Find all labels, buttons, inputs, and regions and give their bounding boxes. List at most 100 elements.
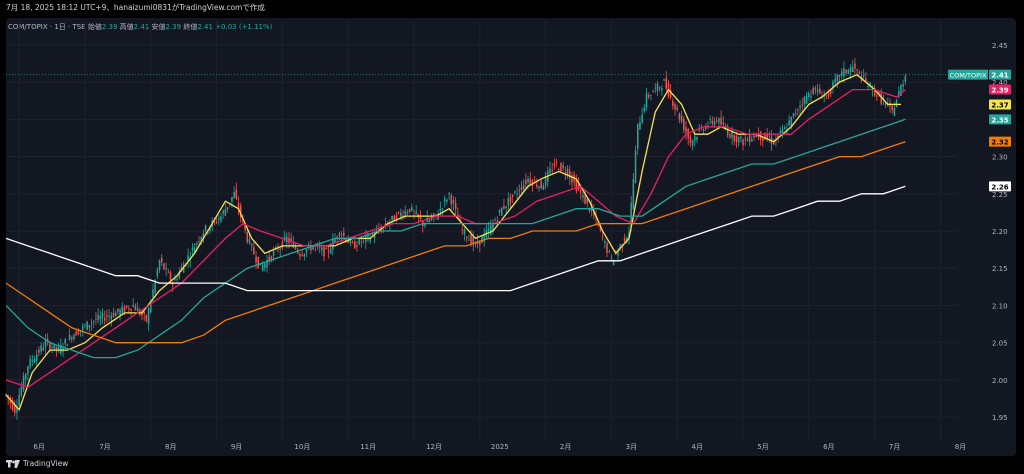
candle-body: [799, 105, 801, 108]
candle-body: [66, 344, 69, 346]
y-tick-label: 2.40: [992, 79, 1008, 87]
candle-body: [612, 259, 615, 266]
candle-body: [762, 138, 764, 141]
candle-body: [832, 81, 834, 88]
candle-body: [277, 249, 279, 251]
candle-body: [347, 239, 349, 243]
candle-body: [470, 234, 472, 245]
candle-body: [125, 305, 128, 308]
candle-body: [483, 233, 485, 242]
candle-body: [746, 139, 749, 142]
candle-body: [647, 94, 650, 97]
candle-body: [643, 107, 646, 112]
candle-body: [303, 253, 306, 256]
candle-body: [575, 179, 578, 191]
chart-caption: 7月 18, 2025 18:12 UTC+9、hanaizumi0831がTr…: [6, 3, 265, 12]
candle-body: [439, 208, 442, 211]
candle-body: [564, 172, 567, 174]
candle-body: [360, 241, 363, 243]
candle-body: [411, 207, 413, 211]
x-tick-label: 10月: [294, 443, 310, 451]
candle-body: [57, 346, 60, 350]
candle-body: [465, 237, 468, 239]
candle-body: [443, 198, 446, 202]
candle-body: [808, 92, 810, 98]
candle-body: [305, 249, 308, 253]
candle-body: [373, 235, 376, 238]
candle-body: [558, 169, 560, 170]
candle-body: [75, 331, 77, 336]
candle-body: [873, 88, 876, 96]
candle-body: [354, 241, 356, 249]
candle-body: [369, 237, 371, 242]
x-tick-label: 6月: [823, 443, 834, 451]
candle-body: [851, 66, 854, 72]
candle-body: [553, 163, 556, 166]
candle-body: [792, 113, 795, 117]
candle-body: [128, 308, 130, 310]
candle-body: [836, 74, 839, 82]
candle-body: [794, 113, 797, 115]
candle-body: [604, 241, 606, 243]
candle-body: [132, 304, 134, 307]
candle-body: [610, 257, 613, 259]
candle-body: [650, 95, 652, 96]
y-tick-label: 2.15: [992, 265, 1008, 273]
candle-body: [209, 226, 211, 231]
y-tick-label: 2.10: [992, 302, 1008, 310]
candle-body: [560, 163, 562, 172]
candle-body: [393, 215, 396, 221]
low-value: 2.39: [165, 23, 182, 31]
candle-body: [5, 394, 7, 396]
candle-body: [533, 180, 536, 182]
candle-body: [268, 256, 270, 261]
x-tick-label: 2月: [560, 443, 571, 451]
candle-body: [858, 72, 861, 73]
x-tick-label: 12月: [426, 443, 442, 451]
candle-body: [902, 84, 904, 87]
candle-body: [597, 224, 600, 226]
candle-body: [748, 134, 751, 143]
chart-panel[interactable]: [6, 18, 1016, 456]
candle-body: [707, 125, 709, 127]
candle-body: [261, 265, 264, 271]
candle-body: [691, 140, 694, 146]
candle-body: [507, 198, 510, 206]
candle-body: [145, 315, 148, 322]
candle-body: [876, 95, 878, 97]
price-tag-bg: [989, 136, 1011, 147]
candle-body: [49, 343, 51, 350]
candle-body: [838, 75, 841, 77]
candle-body: [825, 95, 828, 97]
candle-body: [11, 400, 14, 410]
x-tick-label: 3月: [626, 443, 637, 451]
candle-body: [448, 192, 450, 195]
candle-body: [84, 325, 86, 326]
candle-body: [323, 246, 325, 257]
candle-body: [472, 236, 474, 245]
candle-body: [781, 129, 784, 134]
candle-body: [468, 239, 470, 241]
price-tag-bg: [989, 69, 1011, 80]
candle-body: [847, 70, 850, 74]
candle-body: [224, 209, 227, 216]
candle-body: [402, 215, 404, 217]
candle-body: [244, 224, 246, 230]
candle-body: [893, 108, 896, 117]
candle-body: [634, 150, 637, 183]
candle-body: [171, 283, 174, 285]
candle-body: [182, 264, 185, 273]
candle-body: [676, 107, 678, 110]
candle-body: [99, 316, 102, 319]
moving-average-line: [5, 141, 906, 344]
candle-body: [862, 75, 865, 77]
footer-brand-text: TradingView: [23, 459, 69, 468]
candle-body: [424, 223, 426, 227]
candle-body: [130, 308, 132, 311]
candle-body: [196, 243, 198, 245]
candle-body: [601, 236, 604, 238]
candle-body: [593, 211, 595, 216]
candle-body: [790, 116, 793, 126]
candle-body: [654, 87, 657, 89]
